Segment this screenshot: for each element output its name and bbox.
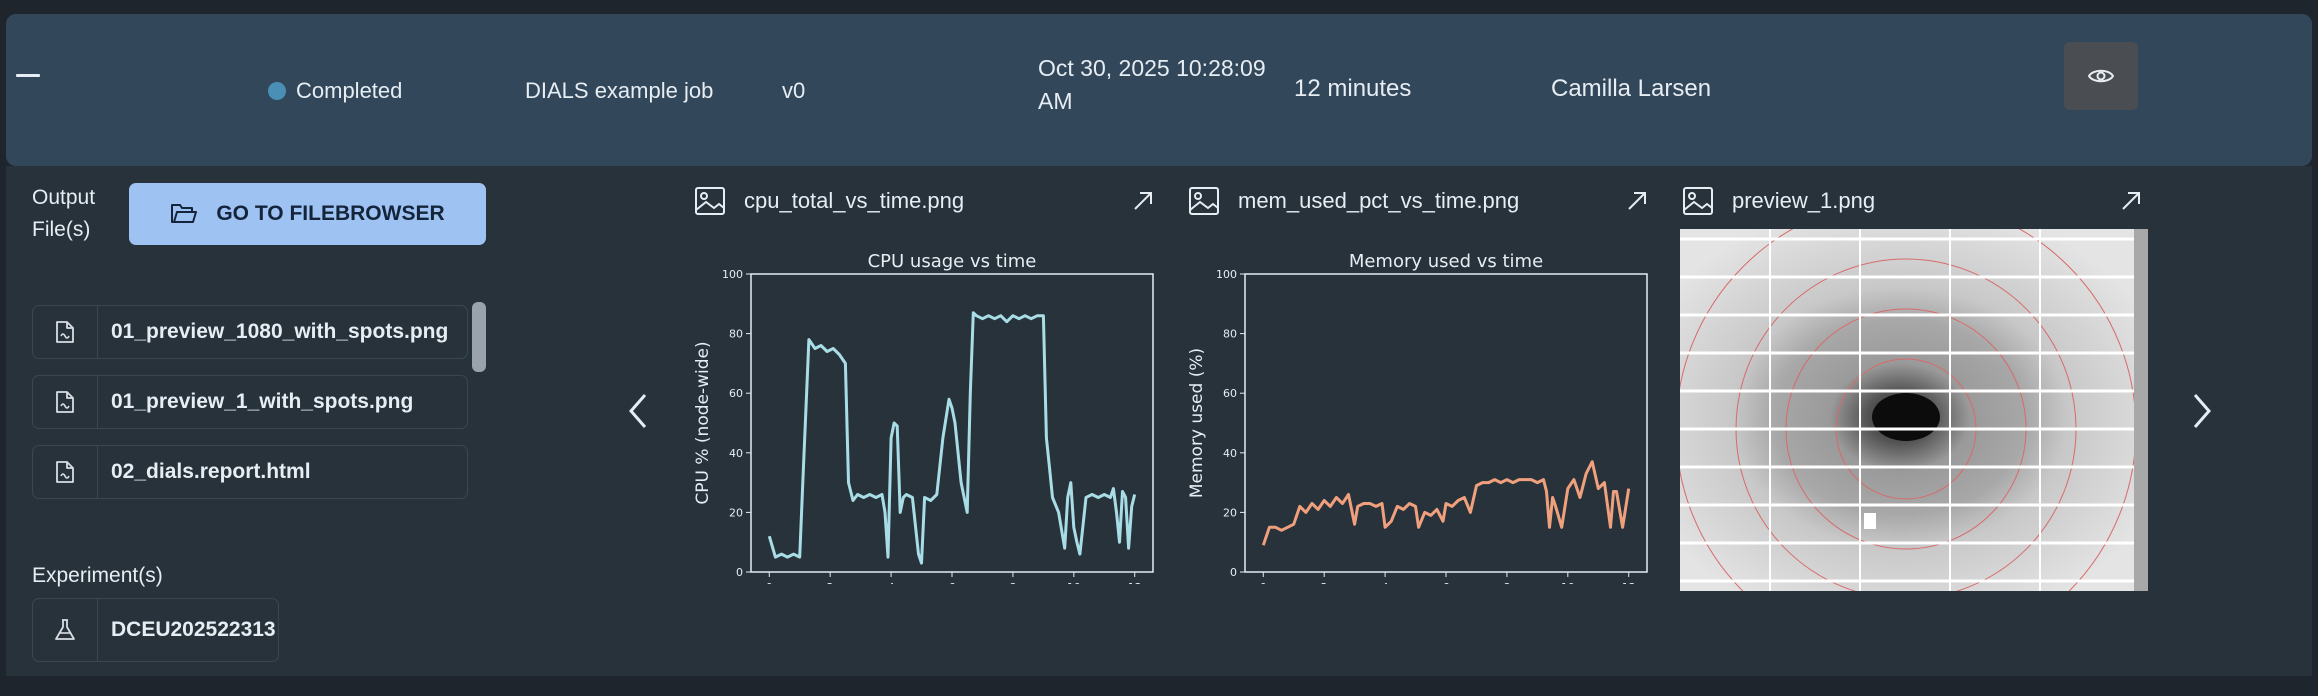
output-files-label: Output File(s): [32, 182, 95, 246]
experiment-icon-cell: [33, 599, 98, 661]
job-user: Camilla Larsen: [1551, 75, 1712, 102]
diffraction-pattern: [1680, 229, 2148, 591]
plot-frame: [750, 273, 1154, 573]
x-tick-label: 6: [949, 581, 956, 584]
x-tick-label: 10: [1561, 581, 1575, 584]
y-axis-label: Memory used (%): [1187, 348, 1207, 498]
y-axis-label: CPU % (node-wide): [693, 341, 713, 504]
card-filename: cpu_total_vs_time.png: [744, 188, 965, 213]
go-to-filebrowser-button[interactable]: GO TO FILEBROWSER: [129, 183, 486, 245]
file-item[interactable]: 02_dials.report.html: [32, 445, 468, 499]
carousel-next-button[interactable]: [2182, 386, 2222, 436]
job-duration: 12 minutes: [1294, 75, 1412, 102]
experiments-label: Experiment(s): [32, 564, 163, 587]
status: Completed: [268, 74, 402, 107]
folder-open-icon: [171, 204, 198, 223]
x-tick-label: 12: [1622, 581, 1636, 584]
file-icon-cell: [33, 376, 98, 428]
image-icon: [1683, 187, 1713, 215]
y-tick-label: 80: [1223, 328, 1237, 341]
plot-frame: [1244, 273, 1648, 573]
job-header: [6, 14, 2312, 166]
x-tick-label: 10: [1067, 581, 1081, 584]
file-icon: [56, 391, 74, 413]
chart-title: CPU usage vs time: [868, 251, 1037, 272]
y-tick-label: 0: [1230, 566, 1237, 579]
x-tick-label: 2: [1321, 581, 1328, 584]
y-tick-label: 80: [729, 328, 743, 341]
file-item[interactable]: 01_preview_1_with_spots.png: [32, 375, 468, 429]
card-filename: preview_1.png: [1732, 188, 1876, 213]
series-line: [767, 311, 1137, 565]
status-label: Completed: [296, 78, 403, 103]
chart-title: Memory used vs time: [1349, 251, 1543, 272]
job-date: Oct 30, 2025 10:28:09 AM: [1038, 52, 1266, 118]
job-date-line2: AM: [1038, 88, 1073, 114]
chevron-right-icon: [2193, 394, 2211, 428]
x-tick-label: 8: [1009, 581, 1016, 584]
job-name: DIALS example job: [525, 78, 714, 103]
y-tick-label: 40: [1223, 447, 1237, 460]
series-line: [1261, 460, 1631, 546]
job-date-line1: Oct 30, 2025 10:28:09: [1038, 55, 1266, 81]
x-tick-label: 2: [827, 581, 834, 584]
y-tick-label: 20: [729, 506, 743, 519]
output-files-label-line1: Output: [32, 186, 96, 209]
x-tick-label: 0: [766, 581, 773, 584]
job-version: v0: [782, 78, 806, 103]
external-link-icon[interactable]: [1626, 190, 1648, 212]
experiment-item[interactable]: DCEU202522313: [32, 598, 279, 662]
file-icon: [56, 461, 74, 483]
eye-icon: [2088, 69, 2114, 83]
card-title-preview[interactable]: preview_1.png: [1682, 186, 1875, 216]
card-title-cpu[interactable]: cpu_total_vs_time.png: [694, 186, 964, 216]
external-link-icon[interactable]: [2120, 190, 2142, 212]
view-button[interactable]: [2064, 42, 2138, 110]
y-tick-label: 0: [736, 566, 743, 579]
x-tick-label: 0: [1260, 581, 1267, 584]
y-tick-label: 40: [729, 447, 743, 460]
x-tick-label: 12: [1128, 581, 1142, 584]
experiment-name: DCEU202522313: [111, 618, 276, 641]
external-link-icon[interactable]: [1132, 190, 1154, 212]
file-list-scrollbar[interactable]: [472, 302, 486, 372]
file-name: 02_dials.report.html: [111, 460, 311, 483]
flask-icon: [55, 619, 75, 640]
file-icon-cell: [33, 446, 98, 498]
preview-image[interactable]: [1680, 229, 2148, 591]
file-name: 01_preview_1_with_spots.png: [111, 390, 414, 413]
file-name: 01_preview_1080_with_spots.png: [111, 320, 449, 343]
file-item[interactable]: 01_preview_1080_with_spots.png: [32, 305, 468, 359]
card-title-mem[interactable]: mem_used_pct_vs_time.png: [1188, 186, 1519, 216]
image-icon: [695, 187, 725, 215]
status-dot-icon: [268, 81, 286, 100]
y-tick-label: 100: [722, 268, 743, 281]
x-tick-label: 8: [1503, 581, 1510, 584]
chevron-left-icon: [629, 394, 647, 428]
card-filename: mem_used_pct_vs_time.png: [1238, 188, 1520, 213]
y-tick-label: 60: [1223, 387, 1237, 400]
file-icon-cell: [33, 306, 98, 358]
y-tick-label: 60: [729, 387, 743, 400]
go-to-filebrowser-label: GO TO FILEBROWSER: [216, 202, 445, 225]
preview-scrollbar[interactable]: [2134, 229, 2148, 591]
x-tick-label: 6: [1443, 581, 1450, 584]
x-tick-label: 4: [888, 581, 895, 584]
x-tick-label: 4: [1382, 581, 1389, 584]
image-icon: [1189, 187, 1219, 215]
y-tick-label: 100: [1216, 268, 1237, 281]
output-files-label-line2: File(s): [32, 218, 91, 241]
minus-icon[interactable]: [16, 74, 40, 77]
carousel-prev-button[interactable]: [618, 386, 658, 436]
y-tick-label: 20: [1223, 506, 1237, 519]
file-icon: [56, 321, 74, 343]
